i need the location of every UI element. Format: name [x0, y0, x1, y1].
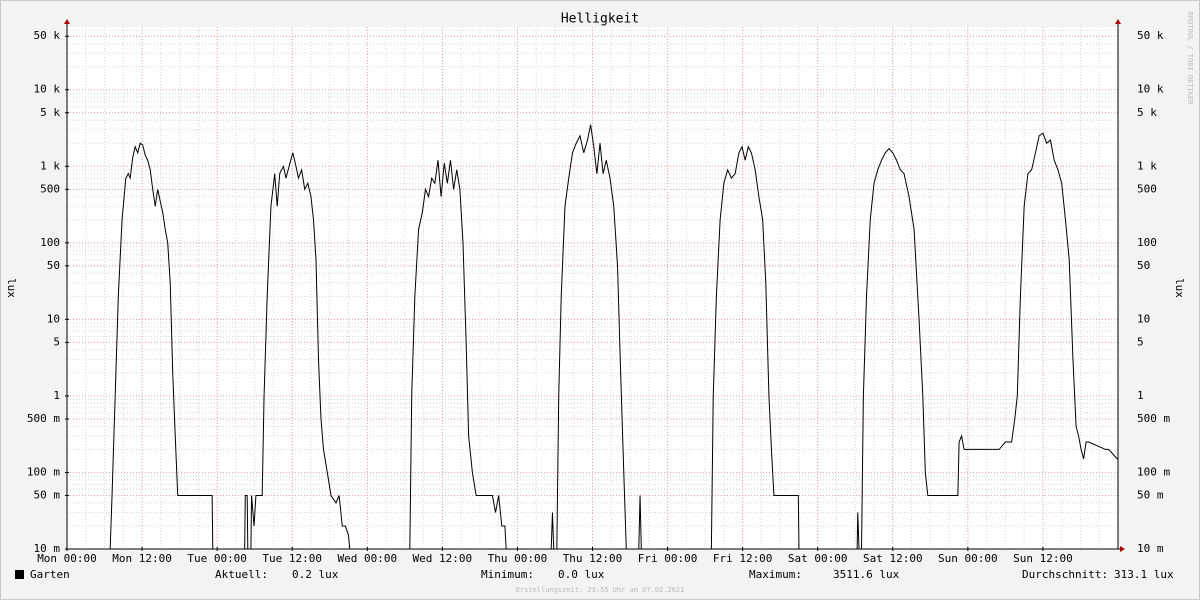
footer: Erstellungszeit: 23:55 Uhr am 07.02.2021 [516, 586, 685, 594]
legend-stat-value: 3511.6 lux [833, 568, 900, 581]
y-tick-label-right: 10 [1137, 312, 1150, 325]
y-tick-label: 100 [40, 236, 60, 249]
data-line [67, 124, 1118, 550]
y-tick-label: 1 [53, 389, 60, 402]
y-tick-label-right: 50 [1137, 259, 1150, 272]
x-tick-label: Sun 00:00 [938, 552, 998, 565]
chart-title: Helligkeit [561, 12, 639, 27]
watermark: RRDTOOL / TOBI OETIKER [1186, 12, 1194, 106]
x-tick-label: Wed 00:00 [337, 552, 397, 565]
y-tick-label-right: 5 k [1137, 106, 1157, 119]
legend-stat-label: Minimum: [481, 568, 534, 581]
legend-swatch [15, 570, 24, 579]
y-tick-label-right: 1 [1137, 389, 1144, 402]
y-tick-label: 50 k [34, 29, 61, 42]
y-tick-label-right: 500 m [1137, 412, 1170, 425]
x-tick-label: Sat 12:00 [863, 552, 923, 565]
y-tick-label: 10 k [34, 83, 61, 96]
y-tick-label-right: 50 m [1137, 488, 1164, 501]
legend-label: Garten [30, 568, 70, 581]
y-tick-label: 50 m [34, 488, 61, 501]
y-tick-label: 500 [40, 182, 60, 195]
y-tick-label-right: 10 k [1137, 83, 1164, 96]
x-tick-label: Thu 00:00 [488, 552, 548, 565]
y-tick-label: 50 [47, 259, 60, 272]
y-axis-label-right: lux [1173, 278, 1186, 298]
x-tick-label: Thu 12:00 [563, 552, 623, 565]
axis-arrow [64, 19, 70, 24]
y-tick-label-right: 1 k [1137, 159, 1157, 172]
y-tick-label: 100 m [27, 465, 60, 478]
y-tick-label-right: 50 k [1137, 29, 1164, 42]
legend-stat-label: Durchschnitt: [1022, 568, 1108, 581]
x-tick-label: Fri 00:00 [638, 552, 698, 565]
x-tick-label: Mon 12:00 [112, 552, 172, 565]
legend-stat-label: Aktuell: [215, 568, 268, 581]
y-tick-label: 1 k [40, 159, 60, 172]
y-tick-label: 10 [47, 312, 60, 325]
x-tick-label: Sun 12:00 [1013, 552, 1073, 565]
y-tick-label-right: 5 [1137, 335, 1144, 348]
legend-stat-value: 313.1 lux [1114, 568, 1174, 581]
axis-arrow [1115, 19, 1121, 24]
y-tick-label-right: 500 [1137, 182, 1157, 195]
y-tick-label: 5 k [40, 106, 60, 119]
y-tick-label: 10 m [34, 542, 61, 555]
x-tick-label: Tue 12:00 [262, 552, 322, 565]
x-tick-label: Tue 00:00 [187, 552, 247, 565]
x-tick-label: Mon 00:00 [37, 552, 97, 565]
grid [66, 27, 1119, 550]
y-tick-label-right: 100 m [1137, 465, 1170, 478]
legend-stat-label: Maximum: [749, 568, 802, 581]
y-tick-label-right: 100 [1137, 236, 1157, 249]
x-tick-label: Wed 12:00 [413, 552, 473, 565]
y-tick-label: 5 [53, 335, 60, 348]
legend-stat-value: 0.2 lux [292, 568, 339, 581]
x-tick-label: Sat 00:00 [788, 552, 848, 565]
axis-arrow [1120, 546, 1125, 552]
x-tick-label: Fri 12:00 [713, 552, 773, 565]
y-tick-label-right: 10 m [1137, 542, 1164, 555]
y-tick-label: 500 m [27, 412, 60, 425]
y-axis-label: lux [5, 278, 18, 298]
legend-stat-value: 0.0 lux [558, 568, 605, 581]
